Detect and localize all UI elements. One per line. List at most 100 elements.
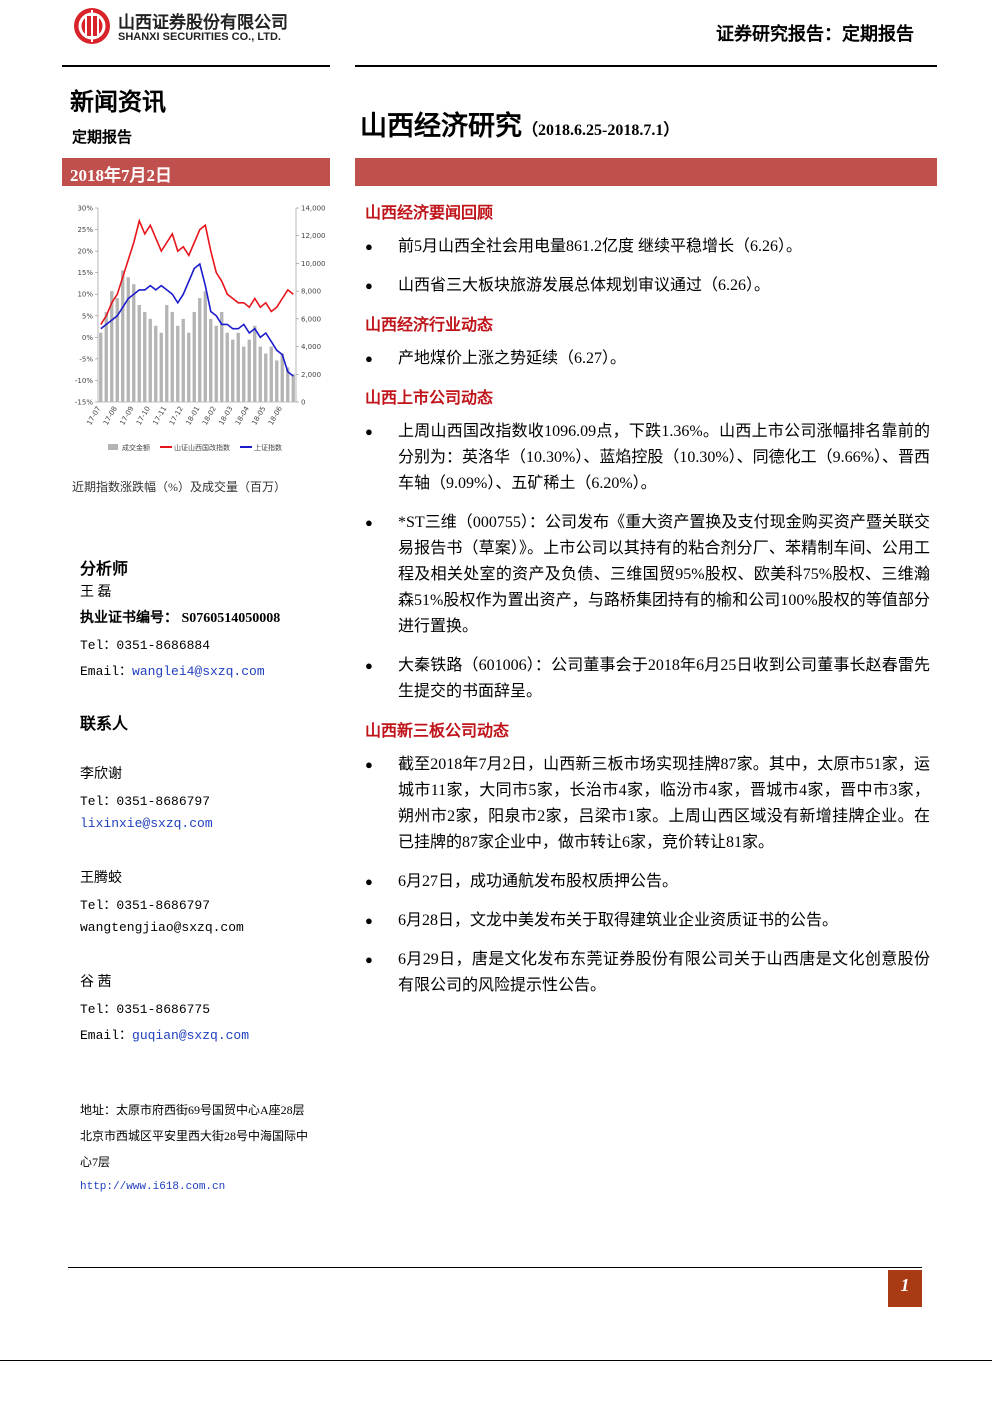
section-heading: 山西上市公司动态 (365, 388, 494, 407)
legend-swatch (108, 444, 118, 450)
legend-label: 成交金额 (122, 443, 150, 452)
y2-tick-label: 12,000 (301, 232, 326, 240)
section: 山西经济行业动态产地煤价上涨之势延续（6.27）。 (365, 312, 930, 372)
contact-email-line: wangtengjiao@sxzq.com (80, 920, 244, 935)
contact-email[interactable]: guqian@sxzq.com (132, 1028, 250, 1043)
bar (269, 346, 273, 402)
contact-name: 谷 茜 (80, 975, 112, 990)
bullet: 大秦铁路（601006）：公司董事会于2018年6月25日收到公司董事长赵春雷先… (365, 653, 930, 705)
bar (132, 284, 136, 402)
y2-tick-label: 6,000 (301, 315, 321, 323)
cert-label: 执业证书编号： (80, 611, 178, 626)
bar (209, 318, 213, 402)
bar (280, 353, 284, 402)
bar (187, 332, 191, 402)
x-tick-label: 18-06 (267, 405, 284, 427)
bar (242, 346, 246, 402)
section-title: 新闻资讯 (70, 88, 166, 116)
bullet: 产地煤价上涨之势延续（6.27）。 (365, 346, 930, 372)
y-tick-label: 20% (77, 248, 93, 256)
bar (225, 332, 229, 402)
contact-email-line: lixinxie@sxzq.com (80, 816, 213, 831)
contact-tel: Tel：0351-8686797 (80, 898, 211, 913)
y-tick-label: -15% (75, 399, 93, 407)
contact-email[interactable]: wangtengjiao@sxzq.com (80, 920, 244, 935)
title: 山西经济研究（2018.6.25-2018.7.1） (360, 104, 679, 143)
x-tick-label: 17-10 (135, 405, 152, 427)
email[interactable]: wanglei4@sxzq.com (132, 664, 265, 679)
bar (154, 325, 158, 402)
email-label: Email： (80, 664, 133, 679)
section: 山西上市公司动态上周山西国改指数收1096.09点，下跌1.36%。山西上市公司… (365, 385, 930, 705)
contact-email-line: Email：guqian@sxzq.com (80, 1024, 249, 1043)
cert-no: S0760514050008 (181, 611, 281, 626)
date-bar (62, 158, 330, 186)
url[interactable]: http://www.i618.com.cn (80, 1181, 226, 1193)
contact-name: 李欣谢 (80, 767, 122, 782)
y-tick-label: 0% (82, 334, 93, 342)
y-tick-label: -5% (79, 355, 93, 363)
cert: 执业证书编号： S0760514050008 (80, 607, 280, 627)
y2-tick-label: 8,000 (301, 288, 321, 296)
legend-label: 上证指数 (254, 443, 282, 452)
x-tick-label: 18-04 (234, 405, 251, 427)
bar (231, 339, 235, 402)
x-tick-label: 18-01 (184, 405, 201, 427)
y-tick-label: 15% (77, 269, 93, 277)
main-content: 山西经济要闻回顾前5月山西全社会用电量861.2亿度 继续平稳增长（6.26）。… (365, 200, 930, 1012)
section-heading: 山西经济行业动态 (365, 315, 494, 334)
chart-caption: 近期指数涨跌幅（%）及成交量（百万） (72, 480, 286, 494)
x-tick-label: 17-12 (168, 405, 185, 427)
bullet: 前5月山西全社会用电量861.2亿度 继续平稳增长（6.26）。 (365, 234, 930, 260)
bar (220, 311, 224, 402)
bar (159, 332, 163, 402)
title-range: （2018.6.25-2018.7.1） (522, 122, 680, 139)
bar (176, 325, 180, 402)
y2-tick-label: 2,000 (301, 371, 321, 379)
x-tick-label: 17-11 (151, 405, 168, 427)
bar (275, 360, 279, 402)
analyst-name: 王 磊 (80, 585, 112, 600)
report-type: 证券研究报告：定期报告 (716, 24, 914, 45)
bar (247, 339, 251, 402)
bar (110, 291, 114, 402)
bullet: *ST三维（000755）：公司发布《重大资产置换及支付现金购买资产暨关联交易报… (365, 510, 930, 640)
y-tick-label: 30% (77, 205, 93, 213)
x-tick-label: 17-08 (102, 405, 119, 427)
bar (143, 311, 147, 402)
y2-tick-label: 14,000 (301, 205, 326, 213)
contacts-heading: 联系人 (80, 714, 129, 733)
logo (74, 8, 110, 44)
bar (192, 311, 196, 402)
x-tick-label: 18-03 (217, 405, 234, 427)
y-tick-label: 10% (77, 291, 93, 299)
bar (181, 318, 185, 402)
x-tick-label: 17-09 (118, 405, 135, 427)
chart: -15% -10% -5% 0% 5% 10% 15% 20% 25% 30% 0 2,000 4,00… (75, 205, 326, 453)
bar (148, 318, 152, 402)
bar (253, 325, 257, 402)
subtitle: 定期报告 (72, 128, 133, 146)
bar (126, 277, 130, 402)
title-main: 山西经济研究 (360, 111, 522, 142)
contact-name: 王腾蛟 (80, 871, 122, 886)
date: 2018年7月2日 (70, 166, 172, 185)
bullet: 上周山西国改指数收1096.09点，下跌1.36%。山西上市公司涨幅排名靠前的分… (365, 419, 930, 497)
tel: Tel：0351-8686884 (80, 638, 211, 653)
bar (264, 353, 268, 402)
contact-email[interactable]: lixinxie@sxzq.com (80, 816, 213, 831)
bar (258, 346, 262, 402)
email-label: Email： (80, 1028, 133, 1043)
bar (236, 332, 240, 402)
bar (165, 305, 169, 402)
address-line: 地址：太原市府西街69号国贸中心A座28层 (80, 1103, 305, 1117)
line (100, 262, 294, 377)
rule (355, 65, 937, 67)
y-tick-label: 5% (82, 312, 93, 320)
y2-tick-label: 0 (301, 399, 305, 407)
y-tick-label: 25% (77, 226, 93, 234)
bar (291, 374, 295, 402)
bullet: 山西省三大板块旅游发展总体规划审议通过（6.26）。 (365, 273, 930, 299)
bullet: 6月29日，唐是文化发布东莞证券股份有限公司关于山西唐是文化创意股份有限公司的风… (365, 947, 930, 999)
